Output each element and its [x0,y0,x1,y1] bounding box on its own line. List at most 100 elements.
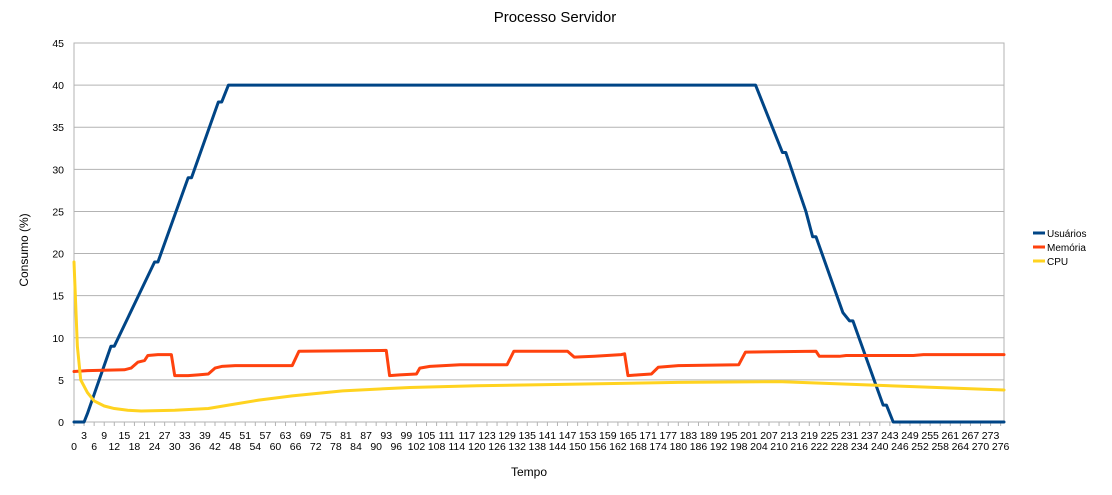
x-tick-label: 156 [589,441,607,453]
x-tick-label: 150 [569,441,587,453]
x-tick-label: 90 [370,441,382,453]
x-tick-label: 87 [360,430,372,442]
x-tick-label: 42 [209,441,221,453]
x-tick-label: 99 [401,430,413,442]
series-line-2 [72,260,1006,413]
x-tick-label: 132 [508,441,526,453]
x-tick-label: 219 [801,430,819,442]
x-tick-label: 216 [790,441,808,453]
x-tick-label: 33 [179,430,191,442]
x-tick-label: 123 [478,430,496,442]
x-tick-label: 36 [189,441,201,453]
x-tick-label: 54 [249,441,261,453]
x-tick-label: 18 [129,441,141,453]
y-tick-label: 40 [52,80,64,92]
x-tick-label: 0 [71,441,77,453]
y-tick-label: 10 [52,333,64,345]
x-tick-label: 225 [821,430,839,442]
y-tick-label: 25 [52,206,64,218]
y-tick-label: 45 [52,38,64,50]
x-tick-label: 255 [921,430,939,442]
x-tick-labels: 0369121518212427303336394245485154576063… [71,422,1010,453]
y-tick-label: 15 [52,291,64,303]
x-tick-label: 237 [861,430,879,442]
x-tick-label: 27 [159,430,171,442]
x-tick-label: 6 [91,441,97,453]
x-tick-label: 75 [320,430,332,442]
plot-frame [73,42,1005,423]
x-tick-label: 270 [972,441,990,453]
x-tick-label: 39 [199,430,211,442]
x-tick-label: 261 [942,430,960,442]
x-tick-label: 105 [418,430,436,442]
x-tick-label: 114 [448,441,465,453]
series-line-0 [72,83,1006,424]
x-tick-label: 147 [559,430,577,442]
legend-label: Memória [1047,243,1086,254]
x-tick-label: 192 [710,441,728,453]
x-tick-label: 57 [260,430,272,442]
x-tick-label: 45 [219,430,231,442]
x-tick-label: 141 [539,430,557,442]
x-tick-label: 21 [139,430,151,442]
x-tick-label: 138 [529,441,547,453]
x-tick-label: 3 [81,430,87,442]
x-tick-label: 135 [518,430,536,442]
y-axis-title: Consumo (%) [17,213,31,286]
x-axis-title: Tempo [511,465,547,479]
x-tick-label: 222 [811,441,829,453]
x-tick-label: 126 [488,441,506,453]
x-tick-label: 258 [931,441,949,453]
x-tick-label: 12 [108,441,120,453]
x-tick-label: 159 [599,430,617,442]
x-tick-label: 276 [992,441,1010,453]
x-tick-label: 63 [280,430,292,442]
x-tick-label: 96 [390,441,402,453]
x-tick-label: 246 [891,441,909,453]
chart-title: Processo Servidor [494,9,617,26]
x-tick-label: 9 [101,430,107,442]
x-tick-label: 210 [770,441,788,453]
x-tick-label: 189 [700,430,718,442]
x-tick-label: 120 [468,441,486,453]
legend-label: CPU [1047,257,1068,268]
legend: Usuários Memória CPU [1033,229,1086,268]
x-tick-label: 162 [609,441,627,453]
x-tick-label: 111 [439,430,455,442]
x-tick-label: 129 [498,430,516,442]
x-tick-label: 102 [408,441,426,453]
series-line-1 [72,348,1006,378]
x-tick-label: 69 [300,430,312,442]
x-tick-label: 264 [952,441,970,453]
y-tick-label: 0 [58,417,64,429]
x-tick-label: 48 [229,441,241,453]
x-tick-label: 195 [720,430,738,442]
x-tick-label: 117 [458,430,475,442]
series-lines [72,83,1006,424]
x-tick-label: 180 [670,441,688,453]
x-tick-label: 273 [982,430,1000,442]
x-tick-label: 252 [911,441,929,453]
x-tick-label: 168 [629,441,647,453]
x-tick-label: 15 [119,430,131,442]
x-tick-label: 171 [639,430,657,442]
x-tick-label: 267 [962,430,980,442]
x-tick-label: 183 [680,430,698,442]
x-tick-label: 93 [380,430,392,442]
x-tick-label: 153 [579,430,597,442]
x-tick-label: 240 [871,441,889,453]
x-tick-label: 174 [649,441,667,453]
x-tick-label: 186 [690,441,708,453]
x-tick-label: 228 [831,441,849,453]
x-tick-label: 60 [270,441,282,453]
x-tick-label: 177 [659,430,677,442]
x-tick-label: 72 [310,441,322,453]
x-tick-label: 204 [750,441,768,453]
x-tick-label: 201 [740,430,758,442]
x-tick-label: 78 [330,441,342,453]
x-tick-label: 249 [901,430,919,442]
y-tick-label: 5 [58,375,64,387]
y-tick-label: 35 [52,122,64,134]
